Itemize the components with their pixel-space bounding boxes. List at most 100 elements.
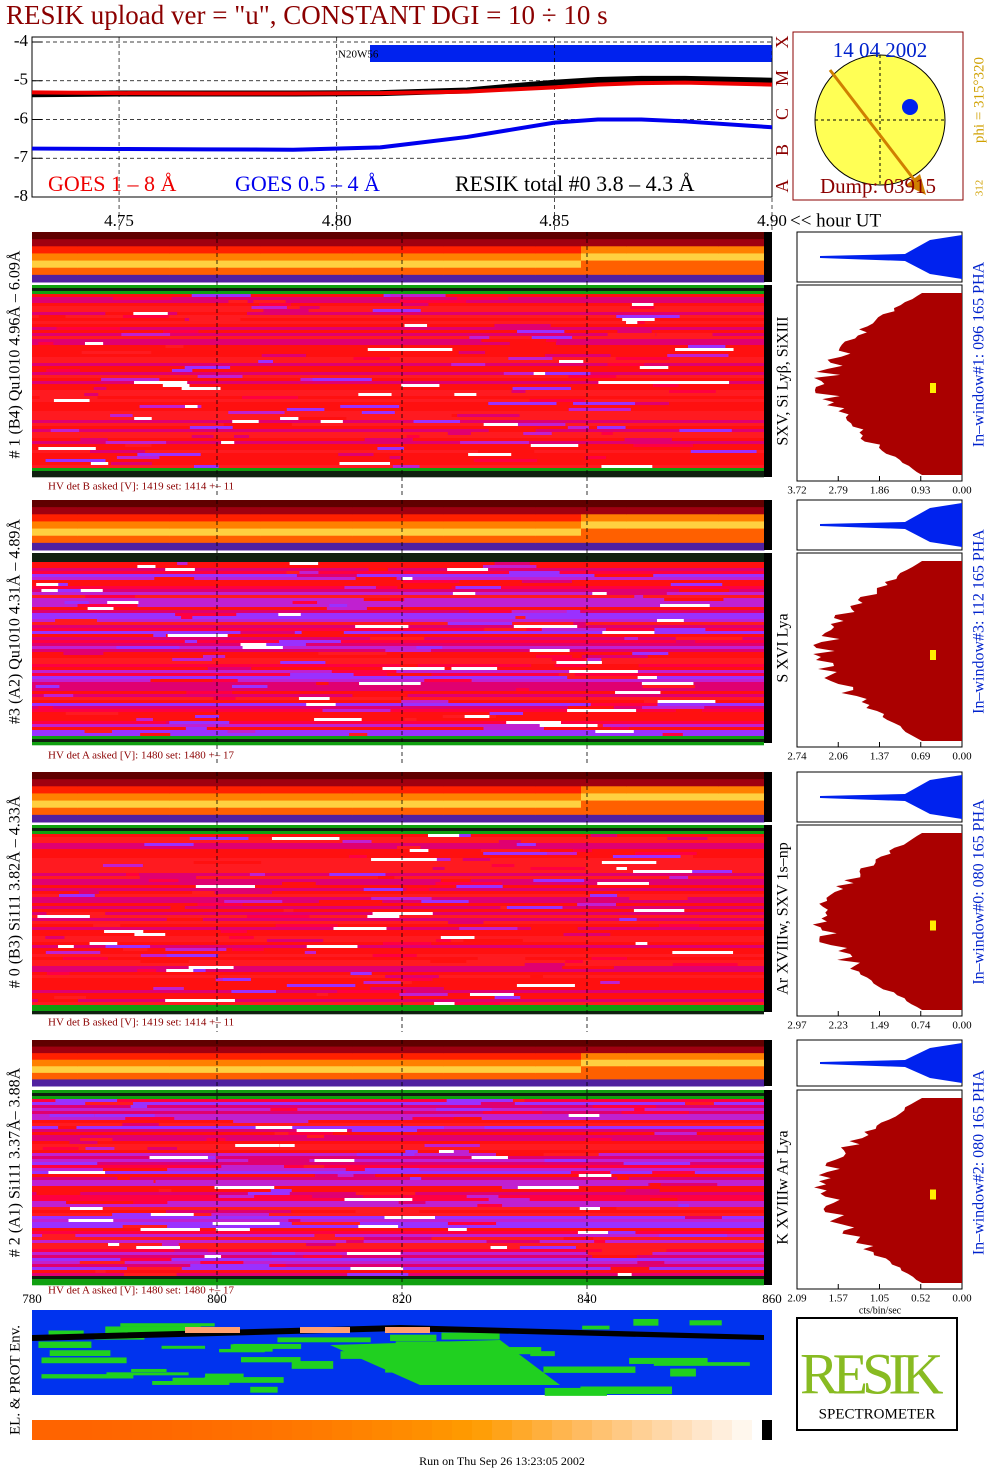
strip-cell: [718, 542, 765, 551]
spectrogram-speck: [188, 966, 234, 969]
spectrogram-speck: [206, 1138, 226, 1141]
spectrogram-speck: [122, 1123, 159, 1126]
spectrogram-speck: [177, 312, 247, 315]
strip-cell: [581, 1040, 628, 1048]
strip-cell: [215, 800, 262, 809]
x-tick-label: 820: [392, 1291, 412, 1306]
spectrogram-speck: [482, 1111, 543, 1114]
strip-cell: [32, 514, 79, 522]
spectrogram-row: [32, 622, 764, 626]
spectrogram-speck: [340, 405, 400, 408]
spectrogram-row: [32, 429, 764, 433]
strip-cell: [443, 779, 490, 787]
strip-cell: [260, 779, 307, 787]
strip-cell: [398, 1059, 445, 1067]
strip-cell: [535, 514, 582, 522]
strip-cell: [626, 232, 673, 240]
strip-cell: [626, 1079, 673, 1087]
strip-cell: [443, 1053, 490, 1061]
spectrogram-row: [32, 628, 764, 632]
spectrogram-end: [764, 1090, 772, 1285]
strip-cell: [718, 507, 765, 515]
strip-cell: [672, 253, 719, 262]
strip-cell: [443, 807, 490, 816]
spectrogram-speck: [587, 1252, 653, 1255]
strip-cell: [718, 779, 765, 787]
spectrogram-speck: [89, 942, 118, 945]
spectrogram-speck: [597, 676, 638, 679]
hist-tick-label: 0.69: [911, 751, 931, 763]
spectrogram-speck: [148, 879, 179, 882]
strip-cell: [352, 1040, 399, 1048]
spectrogram-speck: [590, 703, 658, 706]
spectrogram-row: [32, 969, 764, 973]
spectrogram-speck: [102, 864, 143, 867]
env-cell: [629, 1357, 708, 1364]
spectrogram-speck: [400, 1123, 471, 1126]
spectrogram-speck: [385, 649, 431, 652]
spectrogram-speck: [259, 303, 292, 306]
strip-cell: [535, 1059, 582, 1067]
y-tick-label: -6: [14, 108, 28, 127]
strip-cell: [489, 232, 536, 240]
spectrogram-speck: [516, 984, 575, 987]
strip-cell: [398, 521, 445, 530]
spectrogram-row: [32, 333, 764, 337]
spectrogram-speck: [377, 447, 405, 450]
spectrogram-speck: [69, 1141, 98, 1144]
env-cell: [230, 1344, 273, 1352]
spectrogram-row: [32, 1258, 764, 1262]
strip-cell: [535, 1053, 582, 1061]
env-cell: [41, 1357, 127, 1364]
spectrogram-speck: [412, 1117, 469, 1120]
strip-cell: [672, 514, 719, 522]
spectrogram-speck: [55, 1099, 118, 1102]
spectrogram-speck: [140, 954, 179, 957]
strip-cell: [306, 772, 353, 780]
spectrogram-speck: [347, 1273, 409, 1276]
spectrogram-speck: [190, 1264, 250, 1267]
strip-cell: [260, 800, 307, 809]
spectrogram-speck: [305, 1249, 343, 1252]
spectrogram-row: [32, 655, 764, 659]
spectrogram-speck: [306, 703, 336, 706]
spectrogram-speck: [77, 604, 138, 607]
strip-cell: [77, 542, 124, 551]
spectrogram-speck: [353, 357, 390, 360]
spectrogram-speck: [153, 987, 184, 990]
strip-cell: [32, 786, 79, 794]
spectrogram-row: [32, 861, 764, 865]
spectrogram-speck: [675, 640, 696, 643]
strip-cell: [352, 1066, 399, 1074]
strip-cell: [260, 260, 307, 269]
spectrogram-speck: [104, 930, 144, 933]
spectrogram-speck: [42, 1234, 76, 1237]
page-title: RESIK upload ver = "u", CONSTANT DGI = 1…: [6, 0, 608, 30]
strip-cell: [626, 260, 673, 269]
spectrogram-speck: [650, 1198, 678, 1201]
hist-tick-label: 1.86: [870, 485, 890, 497]
strip-cell: [535, 507, 582, 515]
strip-cell: [443, 246, 490, 254]
spectrogram-speck: [672, 963, 738, 966]
hist-shape: [812, 833, 962, 1010]
spectrogram-speck: [363, 888, 403, 891]
spectrogram-speck: [619, 918, 637, 921]
spectrogram-row: [32, 631, 764, 635]
spectrogram-speck: [123, 1273, 177, 1276]
spectrogram-row: [32, 703, 764, 707]
strip-cell: [77, 274, 124, 283]
strip-cell: [352, 514, 399, 522]
spectrogram-row: [32, 1264, 764, 1268]
spectrogram-row: [32, 718, 764, 722]
spectrogram-row: [32, 1255, 764, 1259]
strip-cell: [123, 528, 170, 537]
spectrogram-speck: [46, 912, 106, 915]
spectrogram-row: [32, 700, 764, 704]
spectrogram-speck: [348, 855, 367, 858]
strip-cell: [489, 253, 536, 262]
spectrogram-speck: [441, 972, 461, 975]
strip-cell: [306, 260, 353, 269]
spectrogram-speck: [568, 706, 614, 709]
spectrogram-speck: [389, 456, 401, 459]
